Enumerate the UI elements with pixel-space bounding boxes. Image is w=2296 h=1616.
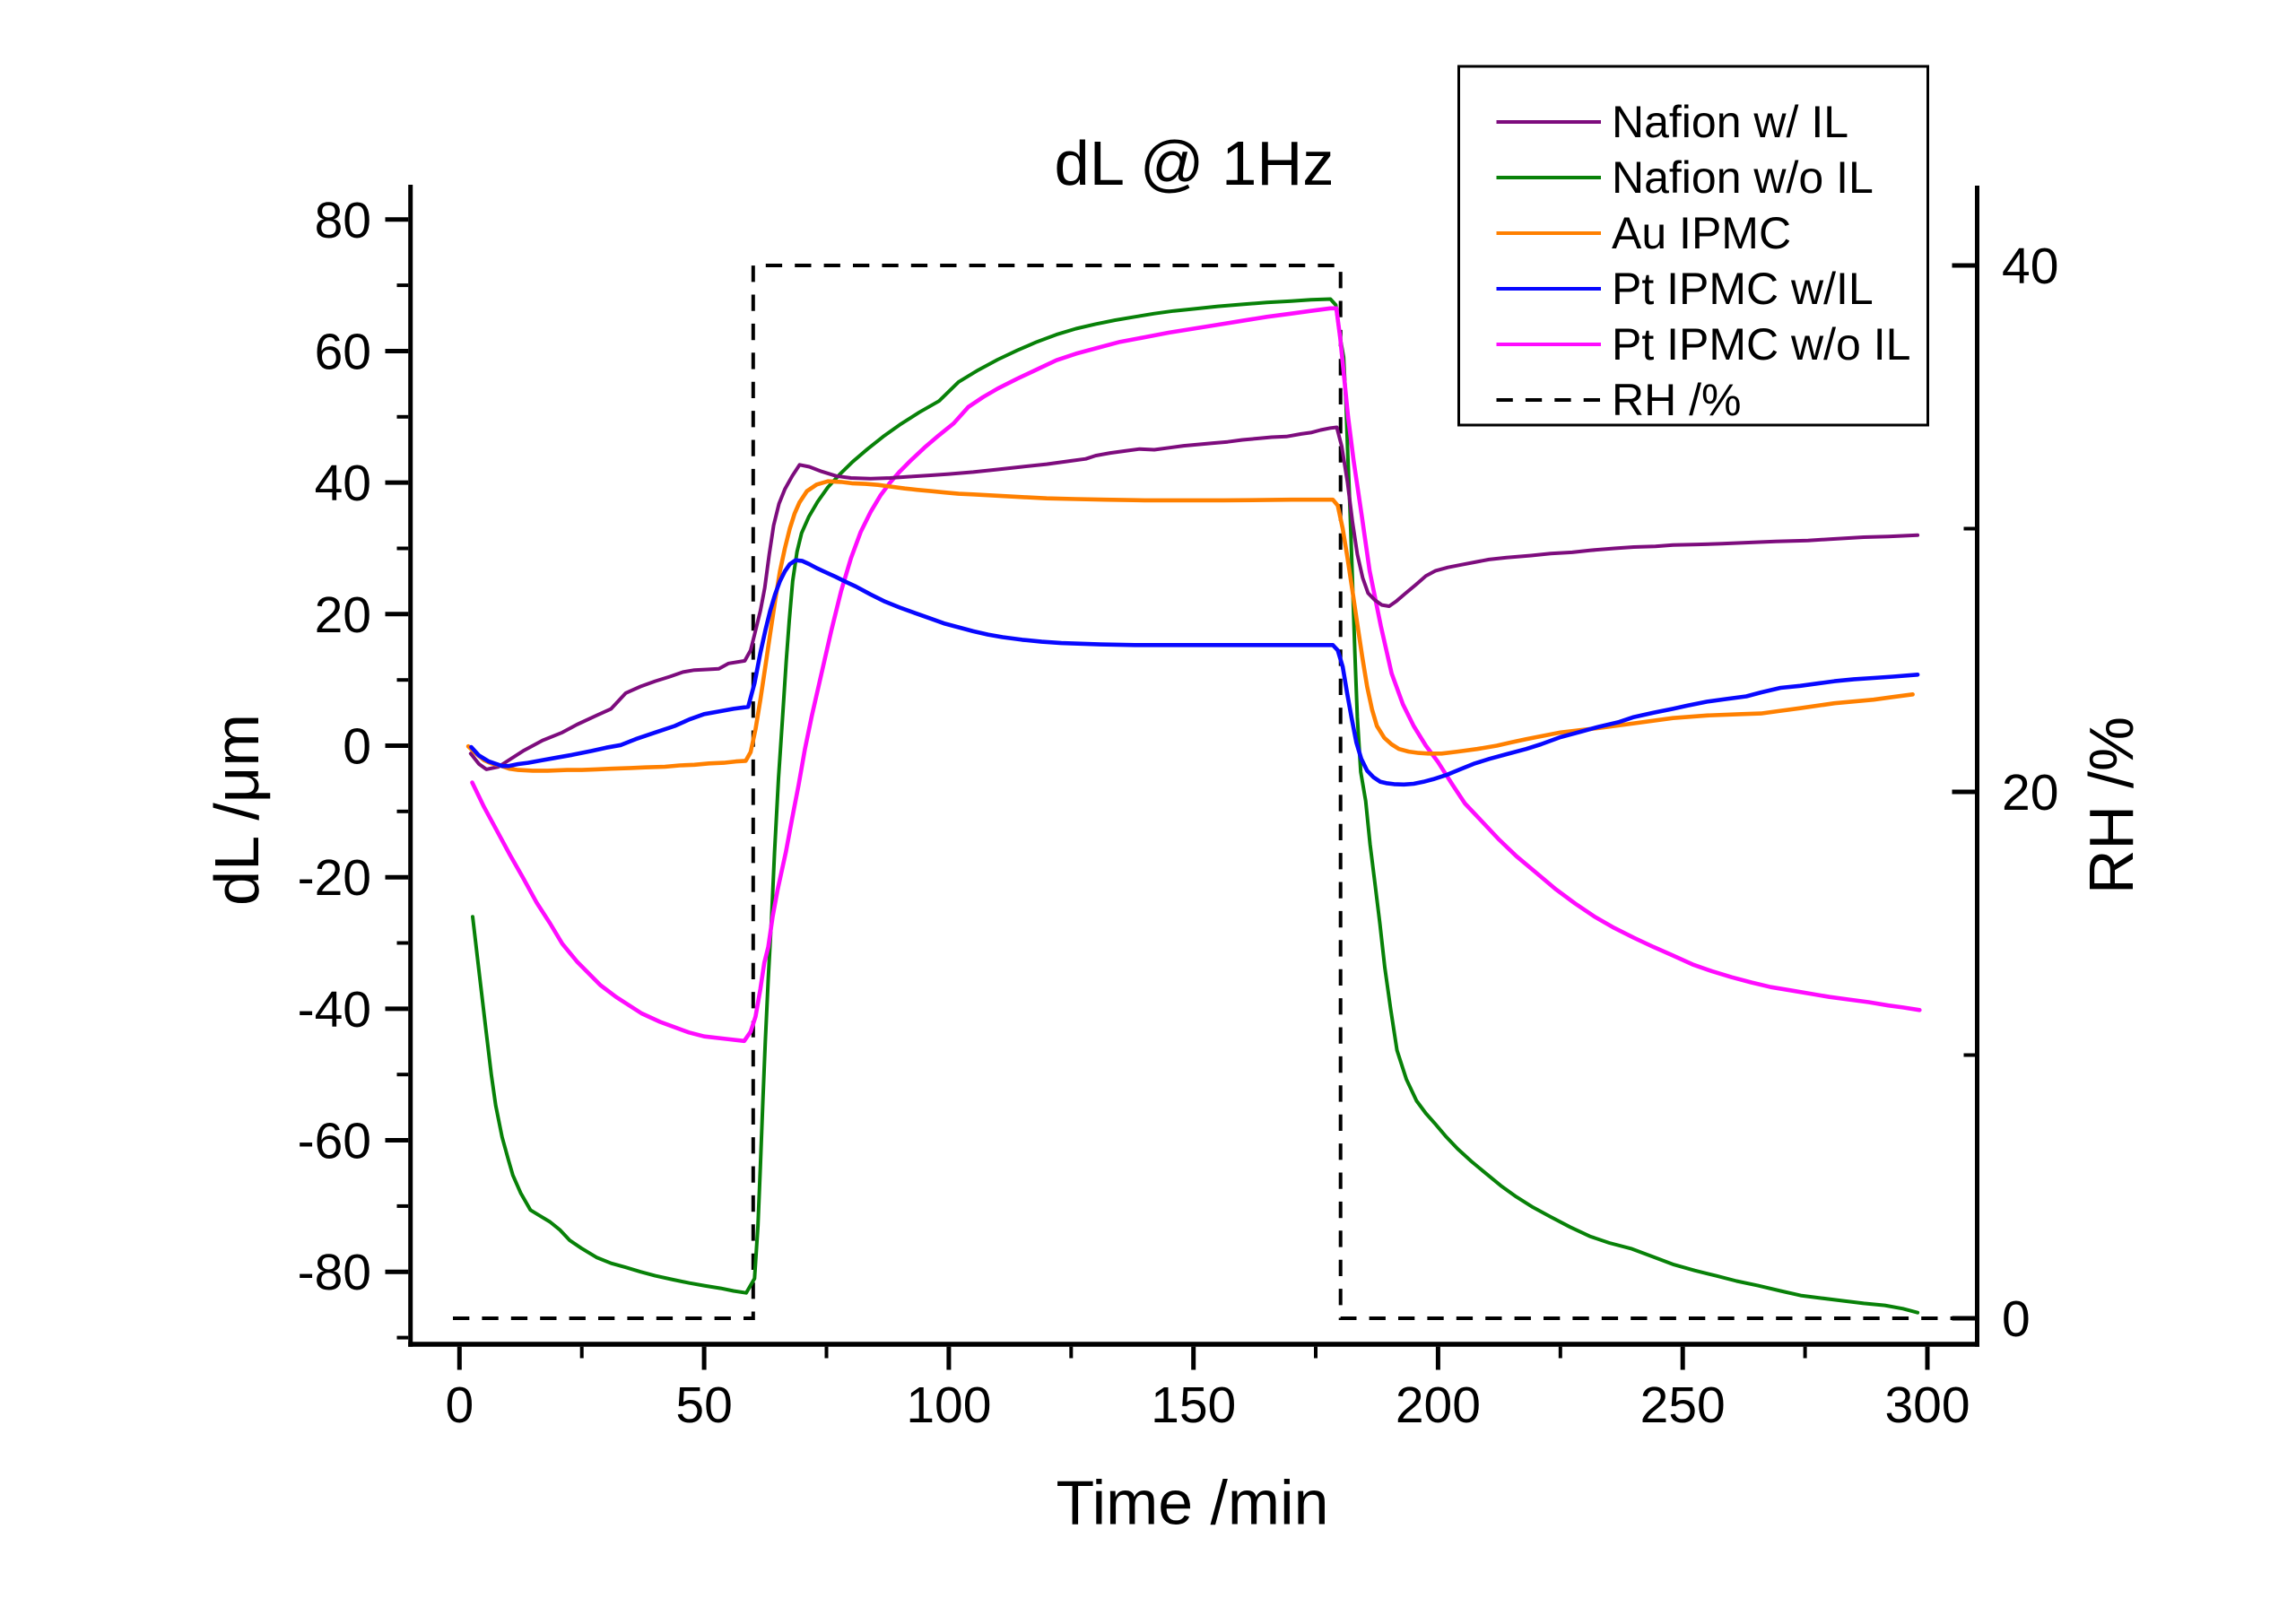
svg-text:0: 0 [343,718,371,776]
svg-text:-20: -20 [298,849,371,907]
svg-text:Time /min: Time /min [1057,1468,1329,1538]
svg-text:100: 100 [906,1377,991,1434]
svg-text:50: 50 [675,1377,732,1434]
svg-text:20: 20 [315,586,371,644]
svg-text:0: 0 [2002,1290,2031,1348]
svg-text:80: 80 [315,192,371,249]
svg-text:20: 20 [2002,764,2058,821]
svg-text:40: 40 [2002,238,2058,295]
svg-text:300: 300 [1884,1377,1970,1434]
svg-text:RH /%: RH /% [2076,717,2146,894]
svg-text:-60: -60 [298,1113,371,1170]
svg-text:dL /μm: dL /μm [202,714,272,906]
svg-text:Pt IPMC w/o IL: Pt IPMC w/o IL [1612,319,1910,369]
svg-text:40: 40 [315,455,371,512]
svg-text:250: 250 [1640,1377,1726,1434]
svg-text:Nafion w/o IL: Nafion w/o IL [1612,152,1874,203]
svg-text:-40: -40 [298,981,371,1038]
svg-text:0: 0 [445,1377,474,1434]
svg-text:150: 150 [1151,1377,1236,1434]
svg-text:RH /%: RH /% [1612,375,1741,425]
svg-text:60: 60 [315,324,371,381]
svg-text:Nafion w/ IL: Nafion w/ IL [1612,97,1848,147]
svg-text:200: 200 [1396,1377,1481,1434]
svg-text:dL @ 1Hz: dL @ 1Hz [1055,128,1335,198]
svg-text:-80: -80 [298,1244,371,1301]
svg-text:Au IPMC: Au IPMC [1612,208,1791,258]
svg-text:Pt IPMC w/IL: Pt IPMC w/IL [1612,264,1874,314]
